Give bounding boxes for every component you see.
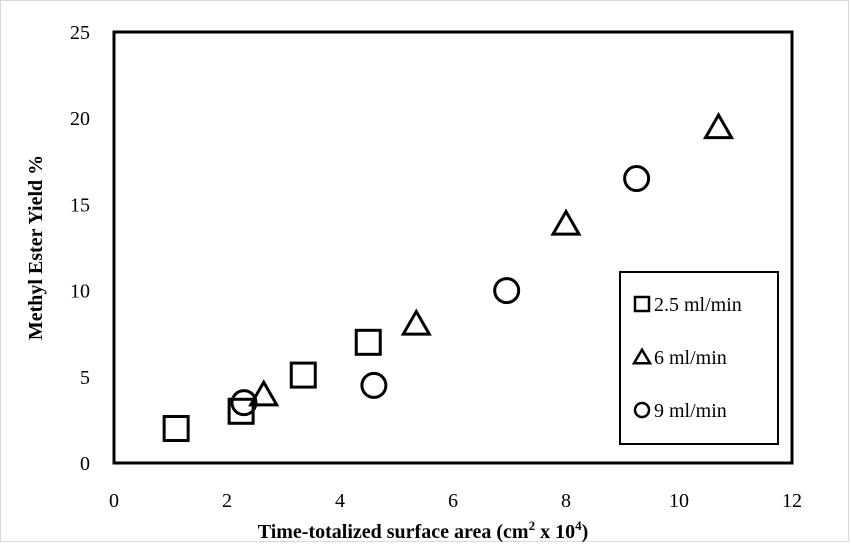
circle-marker: [230, 389, 258, 417]
y-tick-label: 15: [70, 194, 90, 216]
y-tick-label: 20: [70, 108, 90, 130]
circle-marker: [360, 371, 388, 399]
y-tick-labels: 0 5 10 15 20 25: [70, 22, 90, 475]
x-tick-labels: 0 2 4 6 8 10 12: [109, 490, 802, 512]
legend-label: 2.5 ml/min: [654, 294, 742, 316]
x-axis-title: Time-totalized surface area (cm2 x 104): [258, 518, 589, 543]
triangle-marker: [248, 379, 280, 407]
y-tick-label: 5: [80, 367, 90, 389]
circle-marker: [493, 277, 521, 305]
legend-circle-icon: [633, 401, 651, 419]
square-marker: [289, 361, 317, 389]
x-tick-label: 10: [669, 490, 689, 512]
legend-label: 9 ml/min: [654, 400, 727, 422]
triangle-marker: [702, 112, 735, 140]
plot-area-border: [112, 30, 794, 465]
triangle-marker: [550, 208, 582, 236]
circle-marker: [623, 165, 651, 193]
x-tick-label: 12: [782, 490, 802, 512]
x-tick-label: 6: [448, 490, 458, 512]
legend-label: 6 ml/min: [654, 347, 727, 369]
legend: 2.5 ml/min 6 ml/min 9 ml/min: [619, 271, 779, 445]
data-points: [162, 112, 735, 443]
y-tick-label: 25: [70, 22, 90, 44]
x-tick-label: 2: [222, 490, 232, 512]
legend-square-icon: [633, 295, 651, 313]
y-axis-title: Methyl Ester Yield %: [25, 155, 47, 340]
x-axis-title-end: ): [582, 521, 589, 543]
x-tick-label: 4: [335, 490, 345, 512]
x-axis-title-main: Time-totalized surface area (cm: [258, 521, 529, 543]
square-marker: [162, 415, 190, 443]
x-axis-title-sup2: 4: [575, 518, 582, 533]
x-axis-title-mid: x 10: [535, 521, 575, 543]
x-tick-label: 0: [109, 490, 119, 512]
x-tick-label: 8: [561, 490, 571, 512]
square-marker: [354, 328, 382, 356]
y-tick-label: 0: [80, 453, 90, 475]
legend-triangle-icon: [631, 347, 653, 365]
y-tick-label: 10: [70, 281, 90, 303]
triangle-marker: [400, 308, 432, 336]
x-axis-title-sup1: 2: [529, 518, 536, 533]
